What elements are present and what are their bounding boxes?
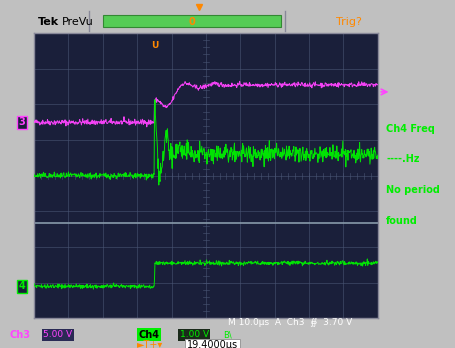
Text: U: U [151, 41, 158, 50]
Text: B\: B\ [223, 330, 232, 339]
Text: M 10.0μs  A  Ch3  ∯  3.70 V: M 10.0μs A Ch3 ∯ 3.70 V [228, 318, 352, 327]
Text: 4: 4 [19, 281, 25, 291]
Text: Ch4: Ch4 [139, 330, 160, 340]
Text: Ch4 Freq: Ch4 Freq [386, 124, 435, 134]
Text: 5.00 V: 5.00 V [43, 330, 72, 339]
Text: 1.00 V: 1.00 V [180, 330, 209, 339]
Text: 19.4000μs: 19.4000μs [187, 340, 238, 348]
Text: PreVu: PreVu [61, 17, 93, 27]
Text: found: found [386, 216, 418, 226]
Text: No period: No period [386, 185, 440, 195]
Text: Ch3: Ch3 [9, 330, 30, 340]
Text: 3: 3 [19, 117, 25, 127]
Text: Tek: Tek [38, 17, 59, 27]
FancyBboxPatch shape [103, 15, 282, 27]
Text: Trig?: Trig? [336, 17, 362, 27]
Text: ----.Hz: ----.Hz [386, 155, 420, 165]
Text: ►T+▾: ►T+▾ [136, 340, 163, 348]
Text: 0: 0 [189, 17, 196, 27]
